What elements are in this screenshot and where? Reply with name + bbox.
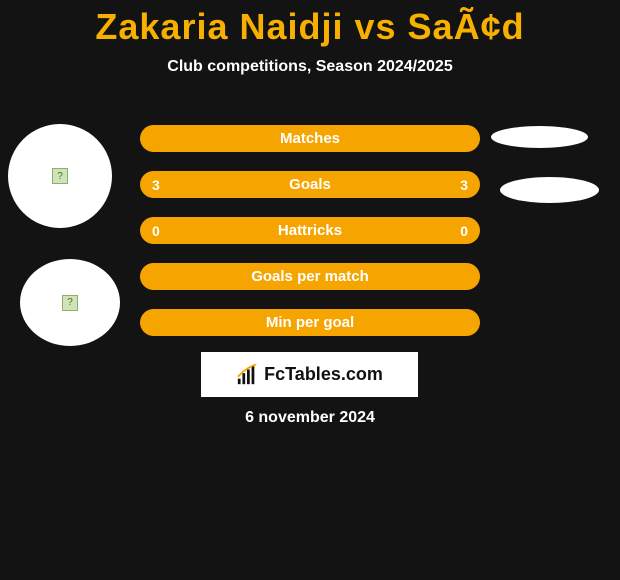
update-date: 6 november 2024 <box>0 409 620 427</box>
broken-image-icon: ? <box>52 168 68 184</box>
stat-label: Matches <box>280 130 340 147</box>
stat-left: 0 <box>152 223 160 239</box>
stat-bar-min-per-goal: Min per goal <box>140 309 480 336</box>
logo-text: FcTables.com <box>264 364 383 385</box>
decor-ellipse <box>500 177 599 203</box>
stat-right: 3 <box>460 177 468 193</box>
broken-image-icon: ? <box>62 295 78 311</box>
page-title: Zakaria Naidji vs SaÃ¢d <box>0 0 620 48</box>
player1-avatar: ? <box>8 124 112 228</box>
player2-avatar: ? <box>20 259 120 346</box>
stat-bar-hattricks: 0 Hattricks 0 <box>140 217 480 244</box>
stat-bar-goals: 3 Goals 3 <box>140 171 480 198</box>
stat-bar-goals-per-match: Goals per match <box>140 263 480 290</box>
decor-ellipse <box>491 126 588 148</box>
stat-label: Min per goal <box>266 314 354 331</box>
stat-bar-matches: Matches <box>140 125 480 152</box>
stat-label: Goals <box>289 176 331 193</box>
stat-label: Goals per match <box>251 268 369 285</box>
bar-chart-icon <box>236 364 258 386</box>
fctables-logo: FcTables.com <box>201 352 418 397</box>
stat-label: Hattricks <box>278 222 342 239</box>
stat-left: 3 <box>152 177 160 193</box>
stat-bars: Matches 3 Goals 3 0 Hattricks 0 Goals pe… <box>140 125 480 355</box>
stat-right: 0 <box>460 223 468 239</box>
page-subtitle: Club competitions, Season 2024/2025 <box>0 58 620 76</box>
